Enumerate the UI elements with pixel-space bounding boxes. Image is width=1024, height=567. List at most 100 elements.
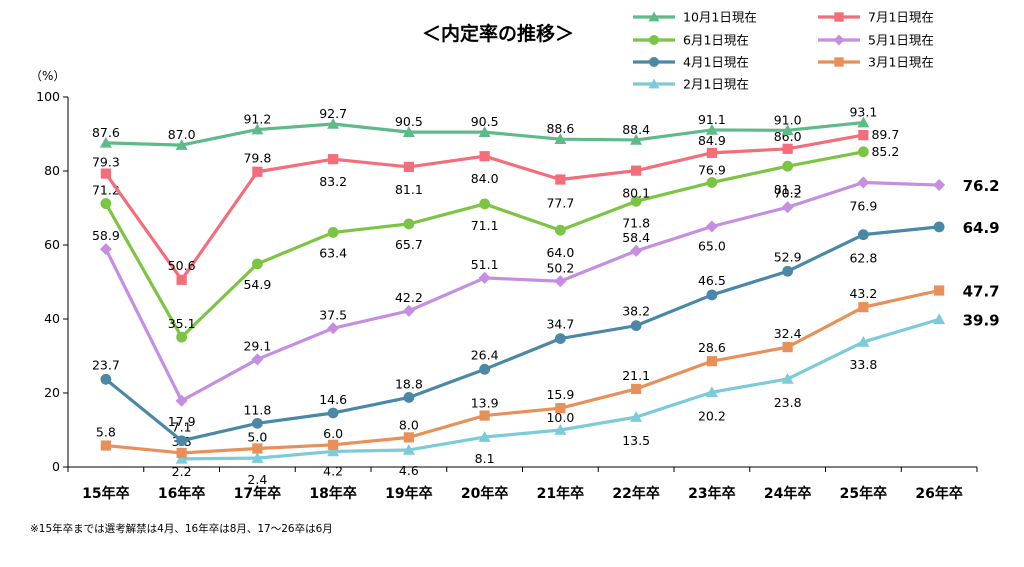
data-label: 71.8 xyxy=(622,215,650,230)
data-point xyxy=(100,373,112,385)
data-point xyxy=(857,146,869,158)
legend-item: 10月1日現在 xyxy=(633,10,757,25)
data-label: 65.7 xyxy=(395,237,423,252)
data-point xyxy=(782,160,794,172)
data-point xyxy=(781,372,794,384)
data-label: 79.8 xyxy=(243,151,271,166)
legend: 10月1日現在 7月1日現在 6月1日現在 5月1日現在 4月1日現在 3月1日現在 2月1… xyxy=(633,10,934,92)
data-point xyxy=(705,386,718,398)
data-label: 33.8 xyxy=(849,357,877,372)
legend-swatch-marker xyxy=(649,35,659,45)
data-point xyxy=(554,424,567,435)
data-point xyxy=(631,165,642,176)
data-label: 81.3 xyxy=(774,182,802,197)
end-value-label: 47.7 xyxy=(963,283,1000,301)
x-tick-label: 17年卒 xyxy=(234,485,281,502)
data-label: 92.7 xyxy=(319,106,347,121)
data-label: 58.9 xyxy=(92,228,120,243)
x-tick-label: 25年卒 xyxy=(840,485,887,502)
data-label: 76.9 xyxy=(698,162,726,177)
data-point xyxy=(479,198,491,210)
y-axis-unit-label: （%） xyxy=(30,69,65,83)
data-point xyxy=(478,431,491,442)
data-point xyxy=(630,133,643,145)
x-tick-label: 18年卒 xyxy=(309,485,356,502)
legend-label: 5月1日現在 xyxy=(868,33,934,48)
data-point xyxy=(933,313,946,325)
series-layer: 2.22.44.2 4.68.110.013.520.223.833.839.95… xyxy=(92,105,1000,488)
end-value-label: 39.9 xyxy=(963,311,1000,329)
data-label: 50.2 xyxy=(546,260,574,275)
data-point xyxy=(705,220,718,233)
series-5: 23.7 7.1 11.8 14.6 18.8 26.4 34.7 38.2 46.5 52.9 6… xyxy=(92,219,1000,447)
data-label: 85.2 xyxy=(871,144,899,159)
data-label: 93.1 xyxy=(849,105,877,120)
data-point xyxy=(781,124,794,136)
data-point xyxy=(479,363,491,375)
data-label: 54.9 xyxy=(243,277,271,292)
data-label: 20.2 xyxy=(698,408,726,423)
data-label: 14.6 xyxy=(319,392,347,407)
data-point xyxy=(706,147,717,158)
x-tick-label: 16年卒 xyxy=(158,485,205,502)
data-label: 18.8 xyxy=(395,376,423,391)
data-point xyxy=(327,445,340,457)
data-label: 58.4 xyxy=(622,230,650,245)
legend-swatch-marker xyxy=(833,34,845,46)
y-tick-label: 20 xyxy=(44,385,60,400)
data-label: 84.9 xyxy=(698,133,726,148)
legend-item: 2月1日現在 xyxy=(633,77,749,92)
end-value-label: 76.2 xyxy=(963,177,1000,195)
legend-item: 4月1日現在 xyxy=(633,55,749,70)
data-point xyxy=(858,130,869,141)
legend-item: 6月1日現在 xyxy=(633,33,749,48)
data-label: 4.6 xyxy=(399,463,419,478)
data-label: 5.8 xyxy=(96,425,116,440)
series-line xyxy=(105,288,940,455)
legend-label: 6月1日現在 xyxy=(683,33,749,48)
data-point xyxy=(554,224,566,236)
legend-swatch-marker xyxy=(649,57,659,67)
data-point xyxy=(706,356,717,367)
data-point xyxy=(933,221,945,233)
data-point xyxy=(175,452,188,464)
legend-swatch-marker xyxy=(834,57,844,67)
x-tick-label: 15年卒 xyxy=(82,485,129,502)
data-point xyxy=(934,285,945,296)
series-line xyxy=(104,180,940,403)
chart-title: ＜内定率の推移＞ xyxy=(422,22,574,45)
data-label: 50.6 xyxy=(168,258,196,273)
x-tick-label: 19年卒 xyxy=(385,485,432,502)
footnote: ※15年卒までは選考解禁は4月、16年卒は8月、17〜26卒は6月 xyxy=(30,522,333,535)
data-point xyxy=(402,304,415,317)
data-point xyxy=(99,136,112,148)
series-7: 2.2 2.4 4.2 4.6 8.1 10.0 13.5 20.2 23.8 33.8 39.9 xyxy=(172,311,1000,487)
data-point xyxy=(706,289,718,301)
data-label: 17.9 xyxy=(168,414,196,429)
series-line xyxy=(104,225,940,443)
x-tick-label: 23年卒 xyxy=(688,485,735,502)
end-value-label: 64.9 xyxy=(963,219,1000,237)
data-point xyxy=(857,116,870,128)
data-label: 86.0 xyxy=(774,129,802,144)
data-label: 13.9 xyxy=(471,396,499,411)
legend-label: 3月1日現在 xyxy=(868,55,934,70)
data-point xyxy=(554,275,567,288)
data-point xyxy=(100,168,111,179)
data-point xyxy=(99,243,112,256)
data-point xyxy=(782,143,793,154)
data-label: 8.1 xyxy=(475,451,495,466)
legend-label: 7月1日現在 xyxy=(868,10,934,25)
data-point xyxy=(251,452,264,463)
data-point xyxy=(328,439,339,450)
data-label: 37.5 xyxy=(319,307,347,322)
x-tick-label: 24年卒 xyxy=(764,485,811,502)
data-label: 35.1 xyxy=(168,316,196,331)
data-label: 2.2 xyxy=(172,464,192,479)
data-point xyxy=(402,443,415,455)
data-label: 91.1 xyxy=(698,112,726,127)
legend-swatch-marker xyxy=(648,11,660,22)
data-point xyxy=(327,227,339,238)
data-label: 83.2 xyxy=(319,174,347,189)
data-label: 32.4 xyxy=(774,326,802,341)
